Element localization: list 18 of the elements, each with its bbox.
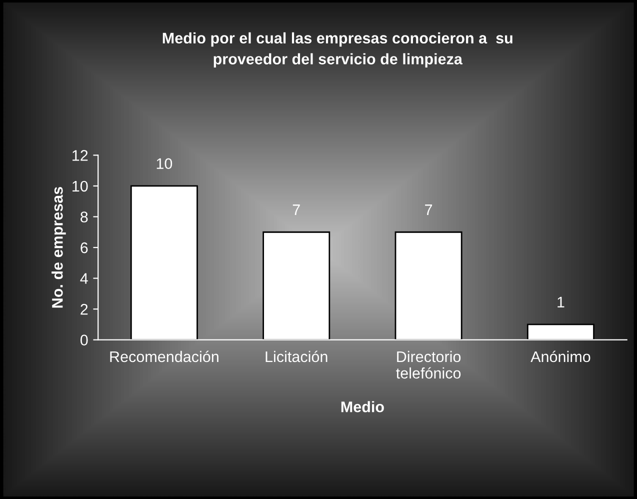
x-tick-label: Licitación xyxy=(266,350,328,362)
y-tick-label: 0 xyxy=(80,334,88,346)
data-label: 10 xyxy=(156,158,172,170)
y-tick-label: 6 xyxy=(80,242,88,254)
chart-title: Medio por el cual las empresas conocieron a su proveedor del servicio de limpieza xyxy=(162,32,512,68)
x-tick-label: Directorio telefónico xyxy=(396,350,461,379)
y-tick-label: 10 xyxy=(72,180,88,192)
data-label: 1 xyxy=(558,296,564,308)
y-tick-label: 4 xyxy=(80,273,88,284)
x-tick-label: Anónimo xyxy=(530,350,590,362)
data-label: 7 xyxy=(425,204,432,216)
y-tick-label: 12 xyxy=(72,150,88,161)
x-tick-label: Recomendación xyxy=(110,350,218,362)
y-axis-title: No. de empresas xyxy=(52,186,66,308)
y-tick-label: 8 xyxy=(80,212,88,222)
data-label: 7 xyxy=(292,204,300,216)
y-tick-label: 2 xyxy=(80,304,88,315)
x-axis-title: Medio xyxy=(341,401,384,412)
